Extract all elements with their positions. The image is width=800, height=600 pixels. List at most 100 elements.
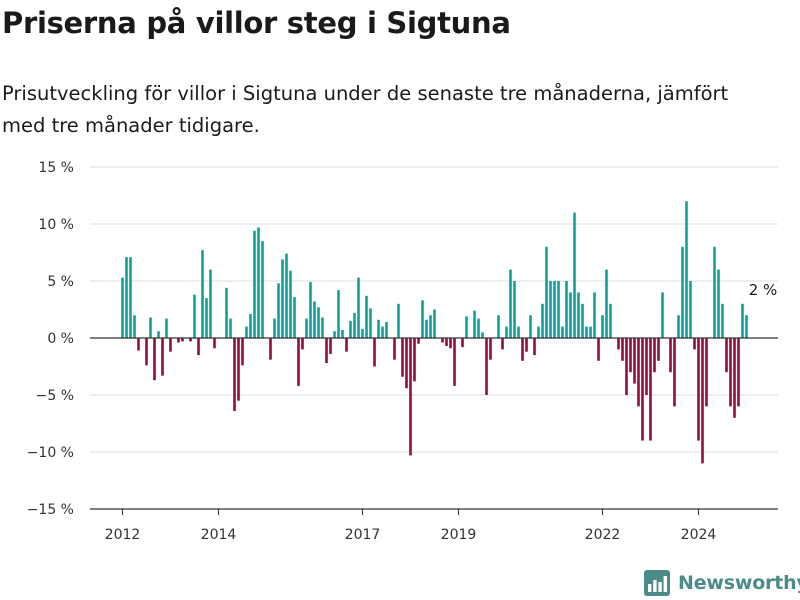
bar <box>701 338 704 464</box>
bar <box>273 318 276 338</box>
bar <box>489 338 492 360</box>
bar <box>285 253 288 338</box>
bar <box>225 287 228 338</box>
bar <box>201 250 204 338</box>
bar <box>485 338 488 395</box>
bar <box>289 270 292 338</box>
bar <box>501 338 504 350</box>
bar <box>617 338 620 350</box>
bar <box>517 326 520 338</box>
y-tick-label: 10 % <box>38 217 74 233</box>
bar <box>593 292 596 338</box>
bar <box>189 338 192 342</box>
bar <box>521 338 524 361</box>
y-tick-label: 15 % <box>38 160 74 176</box>
bar <box>353 312 356 338</box>
bar <box>653 338 656 373</box>
bar <box>465 316 468 338</box>
bar <box>317 307 320 338</box>
bar <box>549 281 552 338</box>
bar <box>601 315 604 338</box>
bar <box>569 292 572 338</box>
bar <box>685 201 688 338</box>
grid-lines <box>90 166 778 453</box>
bar <box>697 338 700 441</box>
y-axis-labels: −15 % −10 % −5 % 0 % 5 % 10 % 15 % <box>27 160 74 518</box>
bar <box>241 338 244 366</box>
bar <box>661 292 664 338</box>
bar <box>397 303 400 338</box>
bar <box>585 326 588 338</box>
bar <box>725 338 728 373</box>
bar <box>705 338 708 407</box>
bar <box>745 315 748 338</box>
bar <box>341 330 344 338</box>
bar <box>529 315 532 338</box>
x-tick-label: 2012 <box>105 527 141 543</box>
bar <box>369 308 372 338</box>
bar <box>417 338 420 344</box>
bar <box>673 338 676 407</box>
bar <box>409 338 412 456</box>
bar <box>689 281 692 338</box>
bars <box>121 201 748 464</box>
bar <box>329 338 332 354</box>
bar <box>693 338 696 350</box>
x-axis-ticks <box>122 509 699 515</box>
bar <box>561 326 564 338</box>
bar <box>553 281 556 338</box>
bar <box>413 338 416 382</box>
bar <box>181 338 184 342</box>
bar <box>149 317 152 338</box>
bar <box>197 338 200 356</box>
bar <box>605 269 608 338</box>
bar <box>293 296 296 338</box>
bar <box>249 314 252 338</box>
bar <box>401 338 404 377</box>
bar <box>277 283 280 338</box>
bar <box>633 338 636 384</box>
bar <box>509 269 512 338</box>
bar <box>565 281 568 338</box>
bar <box>165 318 168 338</box>
bar <box>581 303 584 338</box>
bar <box>133 315 136 338</box>
bar <box>589 326 592 338</box>
bar <box>373 338 376 367</box>
bar <box>461 338 464 348</box>
y-tick-label: 0 % <box>47 331 74 347</box>
bar <box>157 331 160 338</box>
bar <box>253 230 256 338</box>
bar <box>649 338 652 441</box>
bar <box>637 338 640 407</box>
bar <box>261 241 264 338</box>
bar <box>625 338 628 395</box>
bar <box>421 300 424 338</box>
bar <box>269 338 272 360</box>
bar <box>497 315 500 338</box>
y-tick-label: −15 % <box>27 502 74 518</box>
bar <box>377 319 380 338</box>
bar <box>477 318 480 338</box>
bar <box>541 303 544 338</box>
bar <box>229 318 232 338</box>
bar <box>333 331 336 338</box>
bar <box>441 338 444 343</box>
bar <box>573 212 576 338</box>
bar <box>721 303 724 338</box>
bar <box>545 246 548 338</box>
x-tick-label: 2019 <box>441 527 477 543</box>
bar <box>513 281 516 338</box>
x-tick-label: 2022 <box>585 527 621 543</box>
bar <box>433 309 436 338</box>
bar <box>349 320 352 338</box>
bar <box>525 338 528 352</box>
last-value-annotation: 2 % <box>749 281 778 299</box>
bar <box>361 328 364 338</box>
bar <box>209 269 212 338</box>
page-title: Priserna på villor steg i Sigtuna <box>2 6 511 40</box>
bar <box>233 338 236 411</box>
bar <box>737 338 740 407</box>
bar <box>481 332 484 338</box>
bar <box>281 259 284 338</box>
